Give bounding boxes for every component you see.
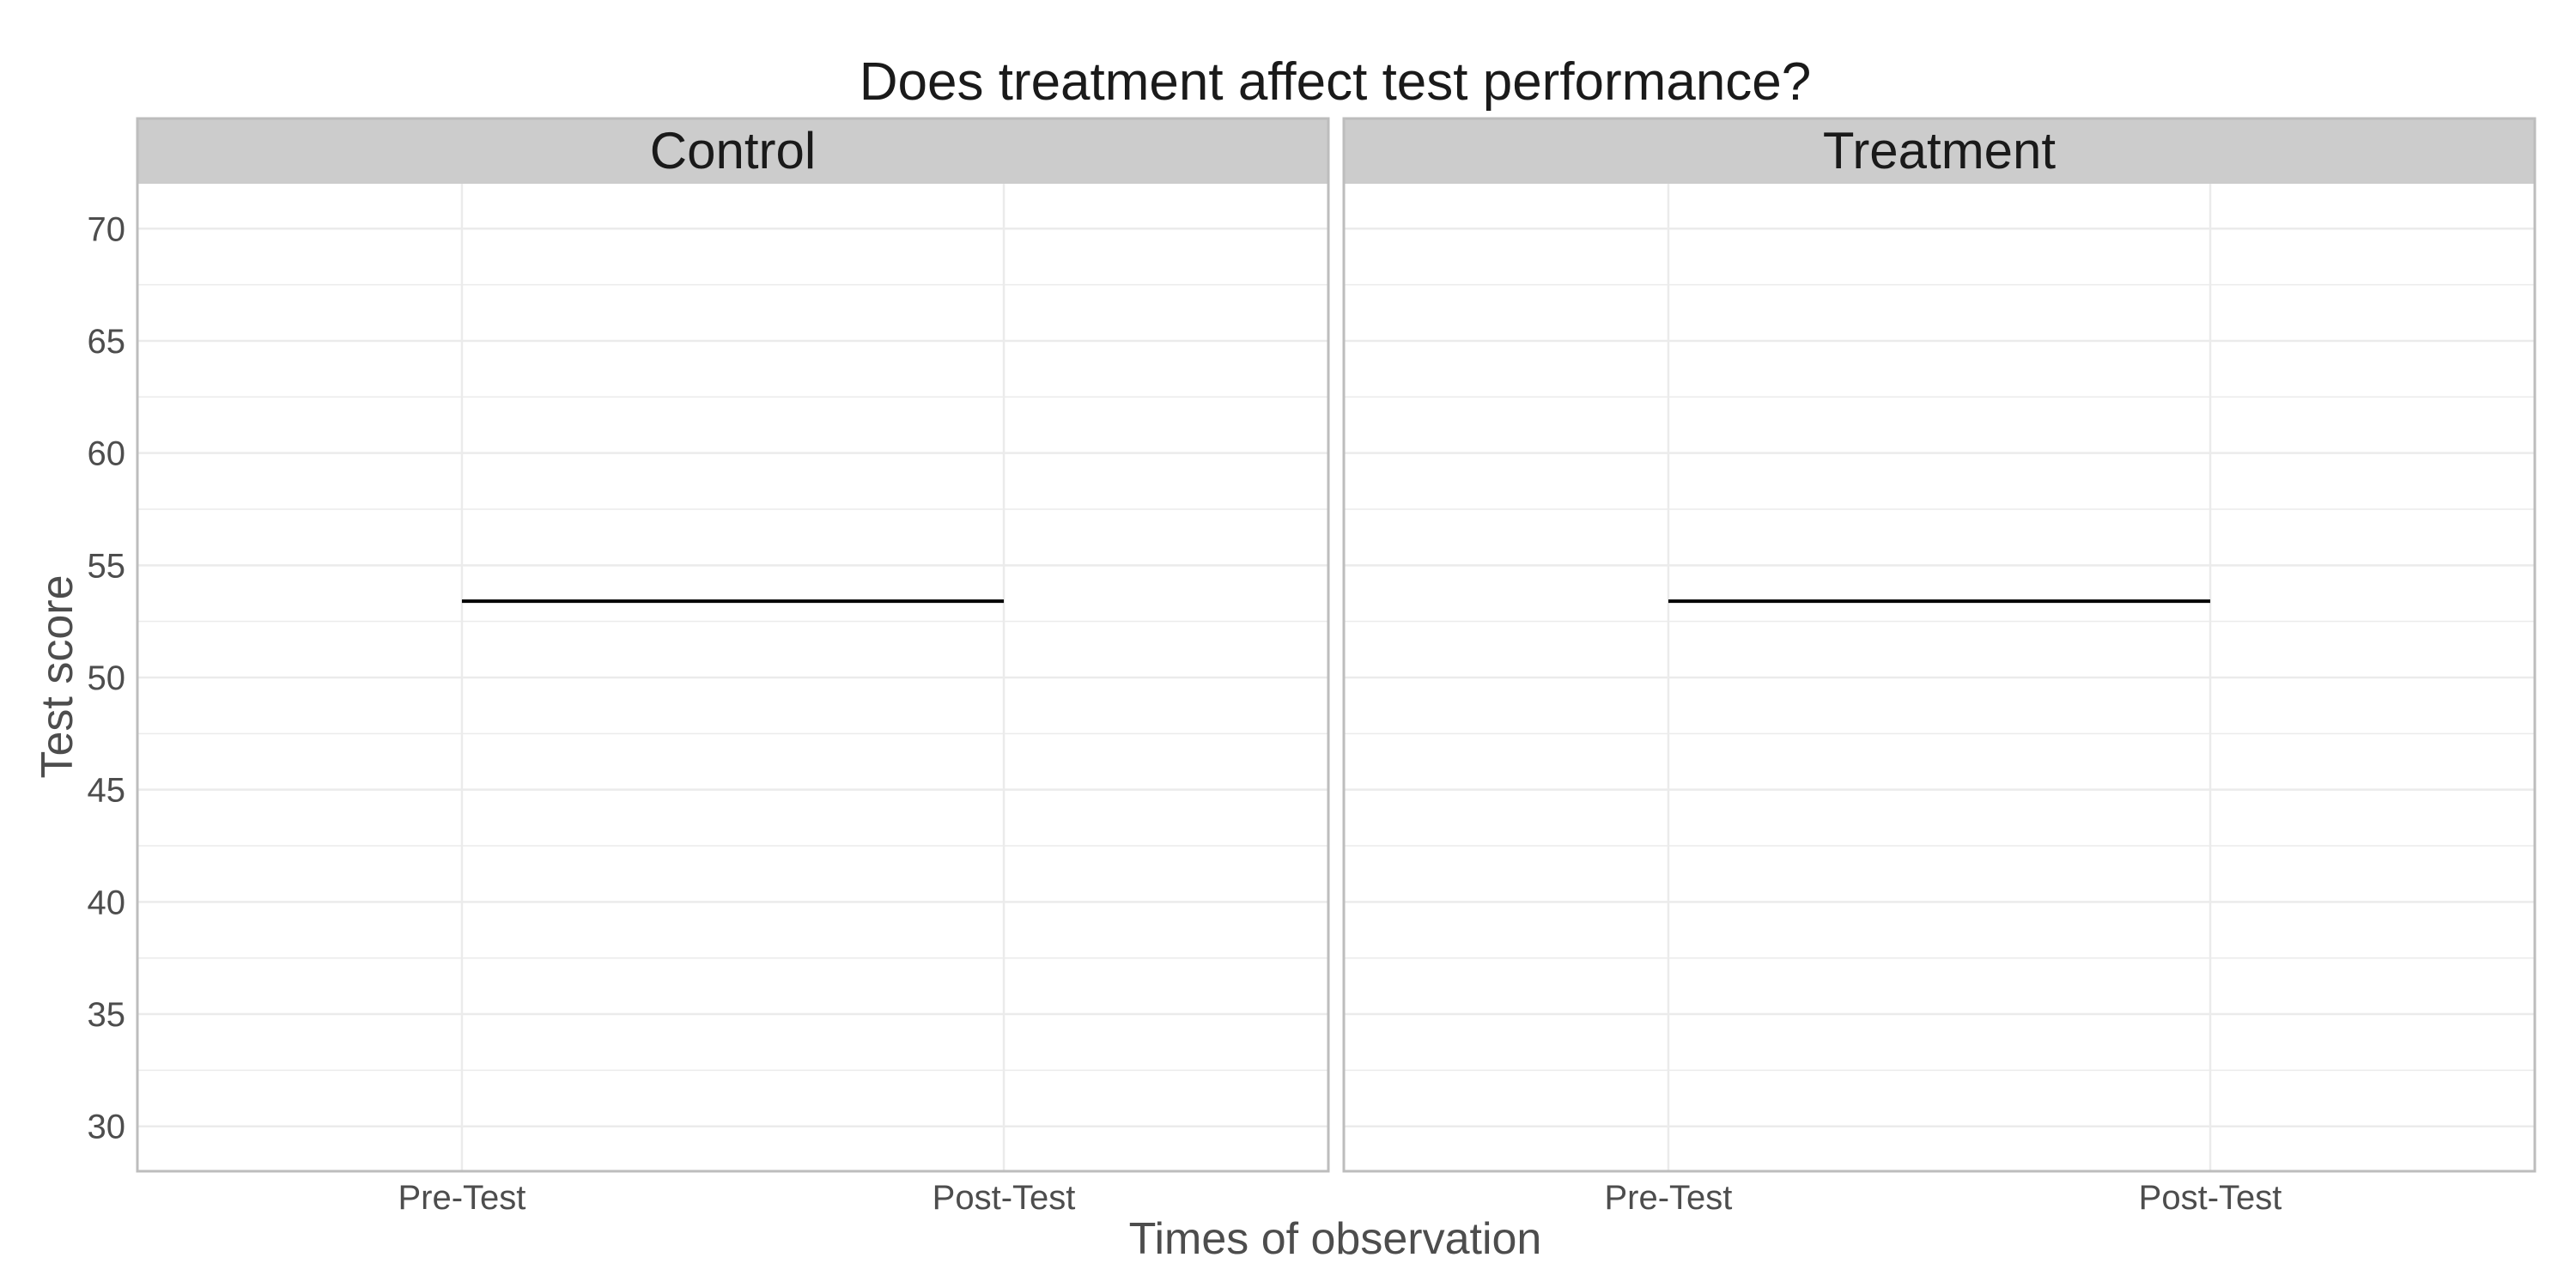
y-tick-label: 35	[88, 996, 126, 1034]
y-tick-label: 60	[88, 435, 126, 473]
y-tick-label: 65	[88, 323, 126, 361]
y-axis-title: Test score	[33, 575, 82, 779]
y-tick-label: 70	[88, 210, 126, 248]
facet-panel-control: Control Pre-Test Post-Test	[136, 117, 1330, 1217]
facet-strip	[137, 118, 1328, 184]
y-axis: 30 35 40 45 50 55 60 65 70	[88, 210, 126, 1145]
facet-panels: Control Pre-Test Post-Test Treatment Pre-Tes…	[136, 117, 2537, 1217]
y-tick-label: 45	[88, 772, 126, 810]
y-tick-label: 55	[88, 547, 126, 585]
facet-panel-treatment: Treatment Pre-Test Post-Test	[1342, 117, 2537, 1217]
x-tick-label: Pre-Test	[1604, 1179, 1732, 1217]
y-tick-label: 30	[88, 1109, 126, 1146]
chart-title: Does treatment affect test performance?	[860, 52, 1812, 112]
x-tick-label: Post-Test	[2139, 1179, 2282, 1217]
x-tick-label: Post-Test	[933, 1179, 1076, 1217]
facet-strip-label: Control	[650, 122, 816, 179]
x-axis-title: Times of observation	[1129, 1214, 1542, 1264]
x-tick-label: Pre-Test	[398, 1179, 526, 1217]
y-tick-label: 40	[88, 884, 126, 921]
panel-border	[1342, 117, 2537, 1173]
y-tick-label: 50	[88, 659, 126, 697]
facet-strip-label: Treatment	[1823, 122, 2057, 179]
panel-border	[136, 117, 1330, 1173]
facet-strip	[1344, 118, 2535, 184]
